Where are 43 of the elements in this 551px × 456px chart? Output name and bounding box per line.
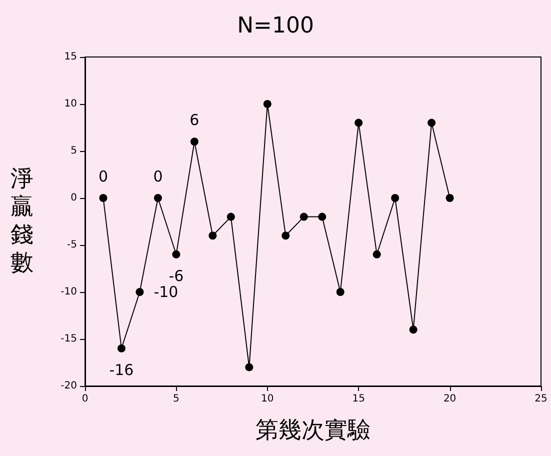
y-tick-label: 10	[64, 98, 77, 110]
point	[336, 288, 344, 296]
y-tick-label: -20	[60, 380, 77, 392]
point	[190, 138, 198, 146]
point	[428, 118, 436, 127]
point	[208, 232, 217, 240]
y-tick-label: -5	[67, 240, 77, 250]
point	[282, 232, 290, 240]
chart-title: N=100	[237, 14, 314, 38]
point	[354, 118, 363, 127]
point	[99, 194, 108, 202]
x-tick-label: 5	[173, 394, 180, 404]
x-tick-label: 10	[261, 394, 274, 404]
point	[263, 100, 272, 108]
x-tick-label: 0	[82, 394, 88, 404]
point	[245, 363, 254, 372]
x-tick-label: 20	[443, 394, 456, 404]
data-label: -16	[109, 360, 134, 379]
point	[172, 250, 180, 258]
data-label: -10	[154, 283, 178, 301]
point	[154, 194, 162, 202]
point	[446, 194, 454, 202]
y-tick-label: 15	[64, 52, 77, 62]
x-tick-label: 25	[534, 394, 548, 404]
y-tick-label: 0	[70, 192, 77, 204]
point	[391, 194, 400, 202]
x-axis-title: 第幾次實驗	[256, 418, 370, 444]
point	[372, 250, 381, 258]
data-label: 0	[153, 168, 163, 186]
point	[226, 212, 235, 221]
point	[318, 212, 326, 221]
point	[136, 288, 144, 296]
x-tick-label: 15	[352, 394, 365, 404]
point	[300, 212, 308, 221]
data-label: -6	[168, 266, 184, 285]
y-tick-label: -15	[60, 334, 77, 344]
data-label: 6	[190, 111, 200, 130]
y-tick-label: 5	[70, 146, 77, 156]
point	[117, 344, 126, 352]
data-label: 0	[98, 168, 108, 186]
y-tick-label: -10	[60, 286, 77, 298]
y-axis-title: 淨贏錢數	[10, 165, 34, 277]
point	[409, 326, 418, 334]
